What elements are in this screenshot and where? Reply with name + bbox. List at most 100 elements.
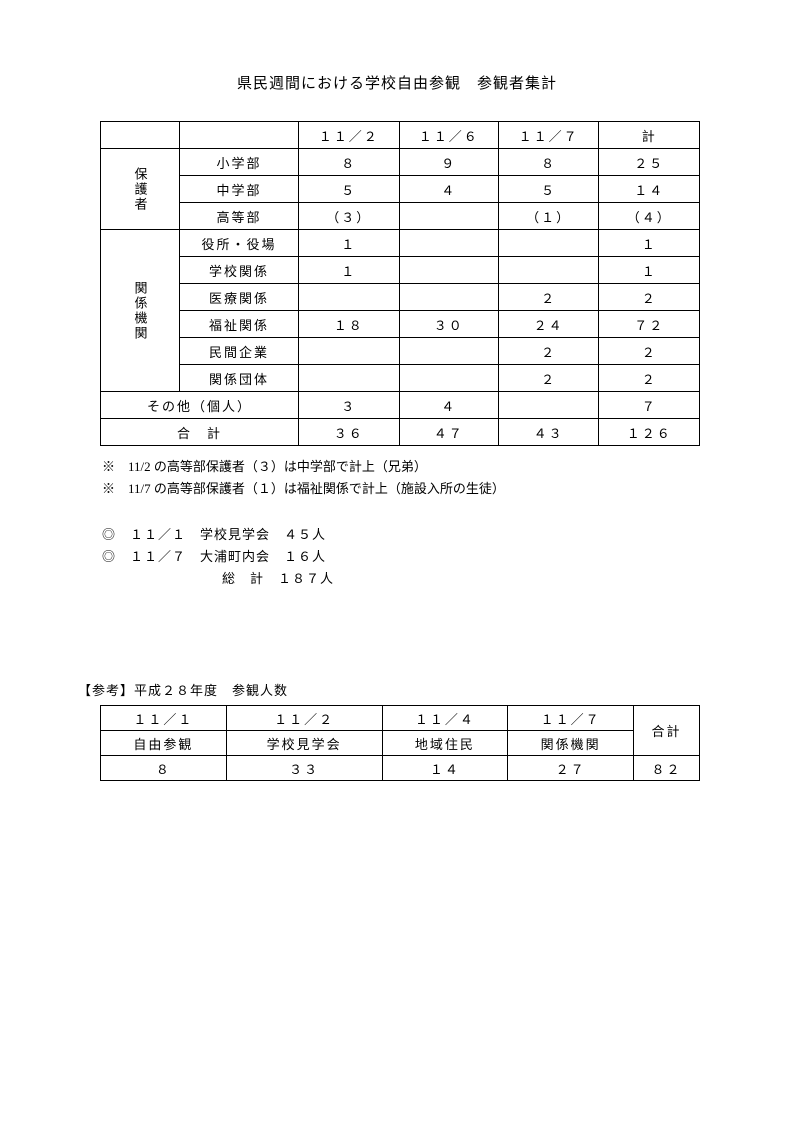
cell: ５ <box>498 176 599 203</box>
ref-header-labels: 自由参観 学校見学会 地域住民 関係機関 <box>101 731 700 756</box>
cell: １４ <box>599 176 700 203</box>
subcat: 学校関係 <box>180 257 299 284</box>
table-row: 中学部 ５ ４ ５ １４ <box>101 176 700 203</box>
table-row: 関係団体 ２ ２ <box>101 365 700 392</box>
cell <box>498 392 599 419</box>
ref-label: 関係機関 <box>508 731 634 756</box>
subcat-total: 合 計 <box>101 419 299 446</box>
ref-date: １１／４ <box>382 706 508 731</box>
page: 県民週間における学校自由参観 参観者集計 １１／２ １１／６ １１／７ 計 保護… <box>0 0 794 1123</box>
reference-heading: 【参考】平成２８年度 参観人数 <box>78 680 716 699</box>
reference-table: １１／１ １１／２ １１／４ １１／７ 合計 自由参観 学校見学会 地域住民 関… <box>100 705 700 781</box>
subcat: 役所・役場 <box>180 230 299 257</box>
table-row: 民間企業 ２ ２ <box>101 338 700 365</box>
table-row: 保護者 小学部 ８ ９ ８ ２５ <box>101 149 700 176</box>
ref-label: 地域住民 <box>382 731 508 756</box>
ref-date: １１／２ <box>226 706 382 731</box>
subcat: 中学部 <box>180 176 299 203</box>
ref-label: 自由参観 <box>101 731 227 756</box>
cell: ８ <box>498 149 599 176</box>
ref-value: ８ <box>101 756 227 781</box>
subcat: 福祉関係 <box>180 311 299 338</box>
table-row: 福祉関係 １８ ３０ ２４ ７２ <box>101 311 700 338</box>
table-row: 高等部 （３） （１） （４） <box>101 203 700 230</box>
notes: ※ 11/2 の高等部保護者（３）は中学部で計上（兄弟） ※ 11/7 の高等部… <box>102 456 716 500</box>
cell <box>498 257 599 284</box>
page-title: 県民週間における学校自由参観 参観者集計 <box>78 72 716 93</box>
cell: ５ <box>299 176 400 203</box>
ref-value: １４ <box>382 756 508 781</box>
cell: １ <box>599 257 700 284</box>
table-header-row: １１／２ １１／６ １１／７ 計 <box>101 122 700 149</box>
cell: ２５ <box>599 149 700 176</box>
cell: ２ <box>599 338 700 365</box>
col-total: 計 <box>599 122 700 149</box>
col-date-2: １１／６ <box>399 122 498 149</box>
table-row: 医療関係 ２ ２ <box>101 284 700 311</box>
cell: １ <box>599 230 700 257</box>
group-label-guardian: 保護者 <box>101 149 180 230</box>
event-line: ◎ １１／７ 大浦町内会 １６人 <box>102 546 716 568</box>
col-date-1: １１／２ <box>299 122 400 149</box>
subcat: 高等部 <box>180 203 299 230</box>
cell: （３） <box>299 203 400 230</box>
ref-values: ８ ３３ １４ ２７ ８２ <box>101 756 700 781</box>
cell <box>299 365 400 392</box>
col-date-3: １１／７ <box>498 122 599 149</box>
cell: ２ <box>599 365 700 392</box>
ref-value: ３３ <box>226 756 382 781</box>
cell: １２６ <box>599 419 700 446</box>
table-row-other: その他（個人） ３ ４ ７ <box>101 392 700 419</box>
cell: ２４ <box>498 311 599 338</box>
cell: ９ <box>399 149 498 176</box>
cell: ２ <box>498 365 599 392</box>
cell: （４） <box>599 203 700 230</box>
ref-date: １１／１ <box>101 706 227 731</box>
cell <box>399 257 498 284</box>
ref-value: ２７ <box>508 756 634 781</box>
cell <box>498 230 599 257</box>
ref-value: ８２ <box>634 756 700 781</box>
subcat: 医療関係 <box>180 284 299 311</box>
cell: ４３ <box>498 419 599 446</box>
cell: ４ <box>399 176 498 203</box>
event-line: ◎ １１／１ 学校見学会 ４５人 <box>102 524 716 546</box>
cell: ７ <box>599 392 700 419</box>
col-blank-1 <box>101 122 180 149</box>
ref-date: １１／７ <box>508 706 634 731</box>
cell: １ <box>299 230 400 257</box>
events: ◎ １１／１ 学校見学会 ４５人 ◎ １１／７ 大浦町内会 １６人 総 計 １８… <box>102 524 716 590</box>
col-blank-2 <box>180 122 299 149</box>
cell <box>399 203 498 230</box>
cell: ８ <box>299 149 400 176</box>
cell <box>299 338 400 365</box>
ref-total-label: 合計 <box>634 706 700 756</box>
note: ※ 11/7 の高等部保護者（１）は福祉関係で計上（施設入所の生徒） <box>102 478 716 500</box>
cell <box>399 230 498 257</box>
cell <box>299 284 400 311</box>
cell: ３６ <box>299 419 400 446</box>
group-label-organization: 関係機関 <box>101 230 180 392</box>
cell <box>399 284 498 311</box>
subcat-other: その他（個人） <box>101 392 299 419</box>
cell: ２ <box>599 284 700 311</box>
ref-label: 学校見学会 <box>226 731 382 756</box>
subcat: 関係団体 <box>180 365 299 392</box>
cell: ３ <box>299 392 400 419</box>
cell <box>399 338 498 365</box>
main-table: １１／２ １１／６ １１／７ 計 保護者 小学部 ８ ９ ８ ２５ 中学部 ５ … <box>100 121 700 446</box>
event-total: 総 計 １８７人 <box>222 568 716 590</box>
table-row: 関係機関 役所・役場 １ １ <box>101 230 700 257</box>
cell: ２ <box>498 338 599 365</box>
table-row-total: 合 計 ３６ ４７ ４３ １２６ <box>101 419 700 446</box>
cell: ７２ <box>599 311 700 338</box>
cell: ４７ <box>399 419 498 446</box>
cell: １ <box>299 257 400 284</box>
cell: （１） <box>498 203 599 230</box>
cell: ４ <box>399 392 498 419</box>
note: ※ 11/2 の高等部保護者（３）は中学部で計上（兄弟） <box>102 456 716 478</box>
subcat: 民間企業 <box>180 338 299 365</box>
cell: ２ <box>498 284 599 311</box>
cell <box>399 365 498 392</box>
cell: ３０ <box>399 311 498 338</box>
